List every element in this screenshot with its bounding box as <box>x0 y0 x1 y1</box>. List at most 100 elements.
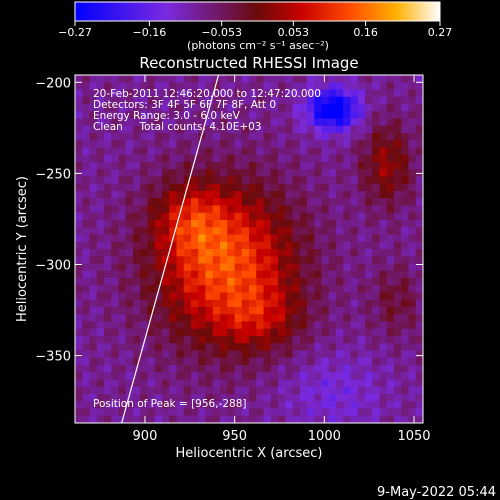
heatmap-cell <box>104 328 112 337</box>
heatmap-cell <box>415 176 423 185</box>
heatmap-cell <box>147 198 156 207</box>
heatmap-cell <box>343 299 352 308</box>
heatmap-cell <box>234 285 243 294</box>
heatmap-cell <box>372 249 381 257</box>
heatmap-cell <box>96 183 105 192</box>
y-axis-label: Heliocentric Y (arcsec) <box>15 176 30 322</box>
heatmap-cell <box>270 75 279 83</box>
heatmap-cell <box>299 408 308 417</box>
heatmap-cell <box>379 299 388 308</box>
heatmap-cell <box>270 162 279 170</box>
heatmap-cell <box>191 75 199 83</box>
heatmap-cell <box>205 256 214 265</box>
heatmap-cell <box>321 191 330 199</box>
heatmap-cell <box>75 270 83 279</box>
heatmap-cell <box>394 104 402 112</box>
heatmap-cell <box>198 292 207 301</box>
heatmap-cell <box>191 205 199 214</box>
heatmap-cell <box>285 285 294 294</box>
heatmap-cell <box>394 372 402 381</box>
heatmap-cell <box>285 256 294 265</box>
heatmap-cell <box>75 75 83 83</box>
heatmap-cell <box>256 365 265 373</box>
heatmap-cell <box>372 401 381 410</box>
heatmap-cell <box>270 401 279 410</box>
heatmap-cell <box>96 212 105 221</box>
heatmap-cell <box>386 263 395 272</box>
heatmap-cell <box>176 125 185 134</box>
heatmap-cell <box>357 321 366 330</box>
heatmap-cell <box>96 394 105 402</box>
colorbar-tick-label: −0.27 <box>58 26 92 39</box>
heatmap-cell <box>147 256 156 265</box>
heatmap-cell <box>183 176 192 185</box>
heatmap-cell <box>198 386 207 395</box>
heatmap-cell <box>227 176 236 185</box>
heatmap-cell <box>118 169 127 178</box>
heatmap-cell <box>256 241 265 250</box>
heatmap-cell <box>263 220 272 228</box>
heatmap-cell <box>111 343 120 352</box>
heatmap-cell <box>357 154 366 163</box>
heatmap-cell <box>379 111 388 120</box>
heatmap-cell <box>350 191 359 199</box>
heatmap-cell <box>133 140 141 149</box>
heatmap-cell <box>118 328 127 337</box>
heatmap-cell <box>256 227 265 236</box>
heatmap-cell <box>154 263 163 272</box>
heatmap-cell <box>176 169 185 178</box>
heatmap-cell <box>104 292 112 301</box>
heatmap-cell <box>350 212 359 221</box>
heatmap-cell <box>89 408 98 417</box>
heatmap-cell <box>263 125 272 134</box>
heatmap-cell <box>104 321 112 330</box>
heatmap-cell <box>118 183 127 192</box>
heatmap-cell <box>408 285 417 294</box>
heatmap-cell <box>357 278 366 286</box>
heatmap-cell <box>191 299 199 308</box>
heatmap-cell <box>249 307 257 315</box>
heatmap-cell <box>176 336 185 344</box>
heatmap-cell <box>111 415 120 423</box>
heatmap-cell <box>263 118 272 127</box>
heatmap-cell <box>125 104 134 112</box>
heatmap-cell <box>372 82 381 91</box>
heatmap-cell <box>292 104 301 112</box>
heatmap-cell <box>350 307 359 315</box>
heatmap-cell <box>176 147 185 156</box>
heatmap-cell <box>372 328 381 337</box>
heatmap-cell <box>147 75 156 83</box>
heatmap-cell <box>285 249 294 257</box>
heatmap-cell <box>234 357 243 366</box>
heatmap-cell <box>104 241 112 250</box>
heatmap-cell <box>133 227 141 236</box>
heatmap-cell <box>118 379 127 388</box>
heatmap-cell <box>249 205 257 214</box>
heatmap-cell <box>379 285 388 294</box>
heatmap-cell <box>140 379 149 388</box>
heatmap-cell <box>256 205 265 214</box>
heatmap-cell <box>140 278 149 286</box>
heatmap-cell <box>372 96 381 105</box>
heatmap-cell <box>285 314 294 323</box>
heatmap-cell <box>75 256 83 265</box>
heatmap-cell <box>198 263 207 272</box>
heatmap-cell <box>249 96 257 105</box>
heatmap-cell <box>205 154 214 163</box>
heatmap-cell <box>336 386 344 395</box>
heatmap-cell <box>336 140 344 149</box>
heatmap-cell <box>270 176 279 185</box>
heatmap-cell <box>292 299 301 308</box>
heatmap-cell <box>278 154 286 163</box>
heatmap-cell <box>89 241 98 250</box>
heatmap-cell <box>198 205 207 214</box>
heatmap-cell <box>401 241 410 250</box>
heatmap-cell <box>343 111 352 120</box>
heatmap-cell <box>350 256 359 265</box>
heatmap-cell <box>198 394 207 402</box>
heatmap-cell <box>220 357 228 366</box>
heatmap-cell <box>408 227 417 236</box>
heatmap-cell <box>176 249 185 257</box>
heatmap-cell <box>357 343 366 352</box>
heatmap-cell <box>75 234 83 243</box>
